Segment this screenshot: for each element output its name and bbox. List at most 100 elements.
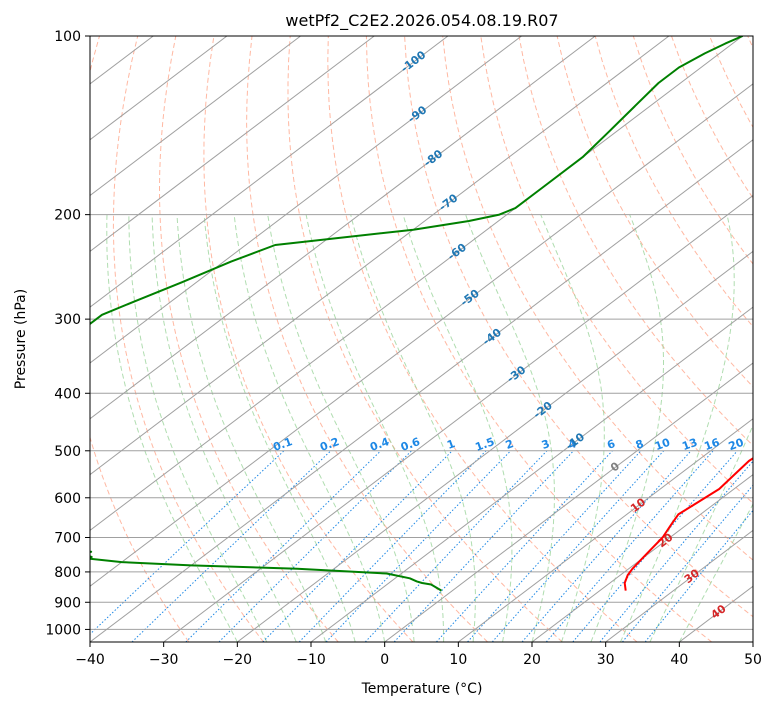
mixing-ratio-line bbox=[521, 450, 692, 642]
isotherm-line bbox=[90, 36, 522, 364]
moist-adiabat bbox=[402, 214, 513, 642]
x-tick-label: 30 bbox=[597, 652, 615, 668]
dry-adiabat bbox=[158, 36, 339, 642]
dry-adiabat bbox=[518, 36, 753, 447]
mixing-ratio-line bbox=[572, 450, 738, 642]
x-axis-label: Temperature (°C) bbox=[361, 681, 483, 697]
dry-adiabat bbox=[480, 36, 753, 504]
isotherm-line bbox=[384, 362, 753, 642]
mixing-ratio-line bbox=[131, 450, 332, 642]
chart-title: wetPf2_C2E2.2026.054.08.19.R07 bbox=[285, 11, 558, 31]
mixing-ratio-labels: 0.10.20.40.611.52346810131620253036 bbox=[271, 435, 770, 454]
mixing-ratio-label: 13 bbox=[680, 436, 699, 453]
mixing-ratio-line bbox=[364, 450, 548, 642]
isotherm-line bbox=[163, 194, 753, 642]
isotherm-line bbox=[458, 418, 753, 642]
mixing-ratio-label: 10 bbox=[653, 436, 672, 454]
moist-adiabat bbox=[540, 214, 605, 642]
x-tick-label: 50 bbox=[744, 652, 762, 668]
x-tick-label: 0 bbox=[380, 652, 389, 668]
y-tick-label: 500 bbox=[54, 444, 81, 460]
mixing-ratio-line bbox=[467, 450, 642, 642]
mixing-ratio-label: 25 bbox=[751, 436, 770, 453]
mixing-ratio-label: 4 bbox=[566, 437, 578, 452]
dry-adiabat bbox=[246, 36, 488, 642]
moist-adiabat bbox=[176, 214, 327, 642]
y-tick-label: 100 bbox=[54, 29, 81, 45]
plot-frame bbox=[89, 35, 754, 643]
y-tick-label: 300 bbox=[54, 312, 81, 328]
dry-adiabat bbox=[594, 36, 753, 328]
mixing-ratio-label: 8 bbox=[634, 437, 646, 452]
moist-adiabat bbox=[203, 214, 356, 642]
x-tick-label: 40 bbox=[670, 652, 688, 668]
moist-adiabat bbox=[305, 214, 445, 642]
moist-adiabat bbox=[649, 423, 753, 642]
dry-adiabat bbox=[442, 36, 753, 561]
mixing-ratio-label: 1.5 bbox=[473, 435, 496, 454]
isotherm-line bbox=[90, 36, 596, 420]
x-tick-label: −30 bbox=[149, 652, 179, 668]
moist-adiabat bbox=[128, 214, 268, 642]
x-tick-label: −40 bbox=[75, 652, 105, 668]
moist-adiabat bbox=[267, 214, 415, 642]
isotherm-line bbox=[90, 36, 670, 476]
isotherm-line bbox=[605, 529, 753, 642]
mixing-ratio-line bbox=[325, 450, 512, 642]
dry-adiabat bbox=[327, 36, 638, 642]
isotherm-line bbox=[531, 473, 753, 642]
y-tick-label: 700 bbox=[54, 531, 81, 547]
mixing-ratio-line bbox=[262, 450, 453, 642]
moist-adiabat bbox=[619, 214, 735, 642]
isotherm-line bbox=[90, 36, 449, 308]
dry-adiabat bbox=[90, 36, 190, 642]
y-tick-label: 800 bbox=[54, 565, 81, 581]
moist-adiabat bbox=[106, 214, 238, 642]
moist-adiabat bbox=[590, 214, 664, 642]
moist-adiabat bbox=[151, 214, 297, 642]
mixing-ratio-label: 0.4 bbox=[368, 435, 391, 454]
isotherm-line bbox=[90, 36, 228, 141]
y-tick-label: 200 bbox=[54, 208, 81, 224]
y-axis-label: Pressure (hPa) bbox=[13, 289, 29, 389]
moist-adiabat bbox=[233, 214, 386, 642]
mixing-ratio-line bbox=[298, 450, 487, 642]
isotherm-line bbox=[237, 250, 753, 642]
isotherm-line bbox=[90, 36, 743, 532]
y-tick-label: 1000 bbox=[45, 622, 81, 638]
dry-adiabat bbox=[404, 36, 753, 618]
y-tick-label: 600 bbox=[54, 491, 81, 507]
moist-adiabat bbox=[678, 503, 753, 642]
mixing-ratio-label: 6 bbox=[605, 437, 617, 452]
mixing-ratio-line bbox=[90, 450, 285, 635]
axes: −40 −30 −20 −10 0 10 20 30 40 5010020030040050060… bbox=[45, 29, 762, 668]
x-tick-label: 10 bbox=[449, 652, 467, 668]
isotherm-line bbox=[90, 36, 301, 197]
isotherm-line bbox=[90, 139, 753, 642]
dewpoint-profile bbox=[90, 36, 744, 592]
mixing-ratio-line bbox=[185, 450, 382, 642]
temperature-profile bbox=[623, 457, 753, 591]
isotherm-line bbox=[90, 36, 375, 252]
sounding-series bbox=[90, 36, 753, 592]
mixing-ratio-label: 3 bbox=[540, 437, 552, 452]
mixing-ratio-label: 0.6 bbox=[399, 435, 422, 454]
isotherm-line bbox=[90, 83, 753, 587]
mixing-ratio-line bbox=[436, 450, 613, 642]
x-tick-label: −10 bbox=[296, 652, 326, 668]
x-tick-label: 20 bbox=[523, 652, 541, 668]
x-tick-label: −20 bbox=[223, 652, 253, 668]
mixing-ratio-label: 0.2 bbox=[318, 435, 341, 454]
mixing-ratio-label: 0.1 bbox=[271, 435, 294, 454]
mixing-ratio-label: 2 bbox=[504, 437, 516, 452]
y-tick-label: 400 bbox=[54, 386, 81, 402]
mixing-ratio-line bbox=[599, 460, 753, 642]
dry-adiabat bbox=[112, 36, 264, 642]
mixing-ratio-label: 16 bbox=[702, 436, 721, 454]
mixing-ratio-label: 20 bbox=[727, 436, 746, 454]
isotherm-line bbox=[310, 306, 753, 642]
dry-adiabat bbox=[287, 36, 563, 642]
y-tick-label: 900 bbox=[54, 595, 81, 611]
